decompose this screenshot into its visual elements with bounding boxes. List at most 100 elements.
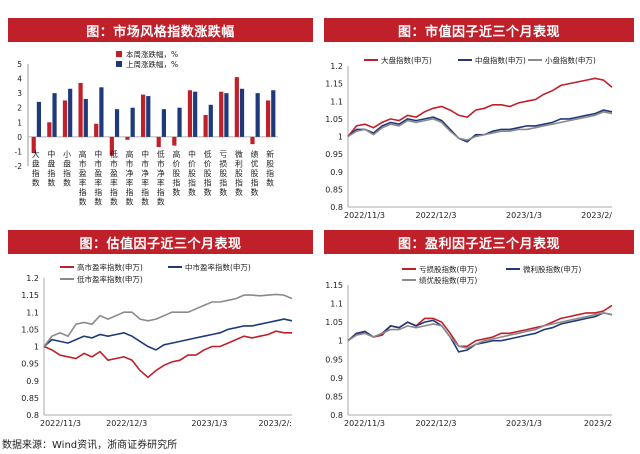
series-line [43, 293, 293, 347]
profit-chart-title: 图：盈利因子近三个月表现 [324, 230, 634, 254]
bar-last-week [52, 93, 57, 137]
legend-label: 小盘指数(申万) [545, 55, 596, 65]
legend-label: 中市盈率指数(申万) [185, 262, 251, 272]
bar-last-week [99, 87, 104, 137]
legend-label: 本周涨跌幅，% [126, 49, 178, 59]
y-tick-label: 1.05 [325, 318, 343, 327]
series-line [347, 110, 613, 141]
bar-this-week [109, 136, 114, 156]
x-tick-label: 2022/11/3 [40, 419, 81, 428]
legend-label: 绩优股指数(申万) [419, 275, 477, 285]
y-tick-label: 1 [17, 118, 22, 127]
y-tick-label: 3 [17, 89, 22, 98]
bar-last-week [146, 96, 151, 137]
y-tick-label: 0 [17, 133, 22, 142]
bar-last-week [68, 88, 73, 137]
x-tick-label: 绩优股指数 [251, 149, 259, 197]
y-tick-label: 1.15 [325, 281, 343, 290]
data-source-note: 数据来源：Wind资讯，浙商证券研究所 [2, 440, 178, 451]
bar-last-week [193, 91, 198, 137]
legend-label: 大盘指数(申万) [381, 55, 432, 65]
x-tick-label: 高市盈率指数 [79, 149, 87, 207]
x-tick-label: 2023/2 [584, 419, 612, 428]
y-tick-label: 0.95 [21, 360, 39, 369]
legend-label: 亏损股指数(申万) [419, 264, 477, 274]
x-tick-label: 中盘指数 [48, 149, 56, 188]
x-tick-label: 2023/1/3 [191, 419, 227, 428]
series-line [347, 77, 613, 138]
y-tick-label: 4 [17, 75, 22, 84]
x-tick-label: 2023/2/ [581, 211, 612, 220]
bar-this-week [78, 82, 83, 137]
y-tick-label: 5 [17, 60, 22, 69]
legend-label: 上周涨跌幅，% [126, 59, 178, 69]
x-tick-label: 中价股指数 [188, 149, 196, 197]
x-tick-label: 低价股指数 [204, 149, 212, 197]
bar-this-week [47, 122, 52, 137]
x-tick-label: 2022/12/3 [415, 419, 456, 428]
x-tick-label: 中市净率指数 [141, 149, 149, 207]
y-tick-label: 0.85 [325, 392, 343, 401]
legend-label: 高市盈率指数(申万) [77, 262, 143, 272]
bar-this-week [31, 136, 36, 153]
legend-label: 低市盈率指数(申万) [77, 274, 143, 284]
bar-last-week [161, 109, 167, 137]
x-tick-label: 2023/1/3 [506, 211, 542, 220]
x-tick-label: 2023/2/: [258, 419, 292, 428]
y-tick-label: 0.9 [330, 374, 343, 383]
y-tick-label: 1.15 [325, 80, 343, 89]
x-tick-label: 高市净率指数 [126, 149, 134, 207]
bar-this-week [234, 77, 239, 137]
y-tick-label: 0.95 [325, 355, 343, 364]
series-line [347, 109, 613, 143]
y-tick-label: 1.05 [325, 115, 343, 124]
y-tick-label: 1.2 [330, 62, 343, 71]
series-line [347, 312, 613, 349]
bar-this-week [250, 136, 255, 145]
bar-this-week [156, 136, 161, 148]
bar-last-week [36, 101, 42, 137]
y-tick-label: 0.95 [325, 150, 343, 159]
series-line [347, 304, 613, 348]
x-tick-label: 2022/11/3 [344, 419, 385, 428]
y-tick-label: 1.15 [21, 291, 39, 300]
bar-last-week [130, 107, 135, 137]
x-tick-label: 2022/12/3 [106, 419, 147, 428]
bar-this-week [94, 123, 99, 137]
x-tick-label: 低市盈率指数 [110, 149, 118, 207]
bar-this-week [203, 115, 208, 137]
y-tick-label: 1.05 [21, 325, 39, 334]
bar-last-week [224, 93, 229, 137]
y-tick-label: 0.8 [330, 203, 343, 212]
y-tick-label: 1.2 [26, 274, 39, 283]
bar-last-week [208, 104, 213, 137]
y-tick-label: 0.85 [21, 394, 39, 403]
x-tick-label: 高价股指数 [173, 149, 181, 197]
y-tick-label: 1.1 [330, 97, 343, 106]
bar-last-week [114, 109, 120, 137]
bar-this-week [62, 100, 68, 137]
x-tick-label: 新股指数 [266, 149, 274, 188]
valuation-chart-title: 图：估值因子近三个月表现 [8, 230, 313, 254]
y-tick-label: -2 [15, 162, 23, 171]
y-tick-label: 2 [17, 104, 22, 113]
x-tick-label: 2023/1/3 [506, 419, 542, 428]
x-tick-label: 2022/12/3 [415, 211, 456, 220]
bar-this-week [219, 91, 224, 137]
legend-swatch [116, 61, 122, 67]
bar-last-week [177, 107, 182, 137]
x-tick-label: 亏损股指数 [219, 150, 227, 197]
y-tick-label: 1 [338, 337, 343, 346]
y-tick-label: 0.9 [330, 168, 343, 177]
size-chart-title: 图：市值因子近三个月表现 [324, 18, 634, 42]
legend-label: 中盘指数(申万) [475, 55, 526, 65]
bar-this-week [172, 136, 177, 146]
y-tick-label: 0.8 [26, 411, 39, 420]
y-tick-label: 0.85 [325, 185, 343, 194]
y-tick-label: 1.1 [330, 300, 343, 309]
style-return-bar-chart: -2 -1 0 1 2 3 4 5 大盘指数中盘指数小盘指数高市盈率指数中市盈率指数低市盈率指数… [15, 49, 278, 207]
x-tick-label: 小盘指数 [63, 150, 71, 188]
